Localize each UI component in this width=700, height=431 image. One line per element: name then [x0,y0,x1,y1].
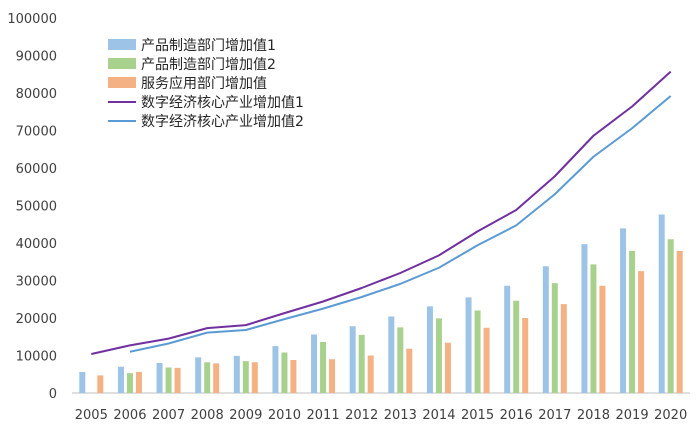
bar [242,361,249,393]
bar [156,363,163,393]
legend-label: 数字经济核心产业增加值1 [141,95,304,111]
series-line [129,95,672,353]
x-tick-label: 2015 [461,408,494,423]
legend-swatch [108,58,136,69]
x-tick-label: 2009 [229,408,262,423]
bar [551,283,558,393]
bar [329,359,336,393]
bar [444,342,451,393]
legend-swatch [108,77,136,88]
x-tick-label: 2019 [616,408,649,423]
x-tick-label: 2014 [422,408,455,423]
bar [79,372,86,393]
y-tick-label: 90000 [16,50,57,65]
bar [204,362,211,393]
x-tick-label: 2018 [577,408,610,423]
bar [581,244,588,393]
x-axis: 2005 2006 2007 2008 2009 2010 2011 2012 2013 2014… [72,392,690,423]
bar [483,327,490,393]
line-series-group [91,70,672,355]
bar [465,297,472,393]
y-tick-label: 30000 [16,275,57,290]
bar [397,327,404,393]
bar [97,375,104,393]
x-tick-label: 2010 [268,408,301,423]
bar [281,352,288,393]
bar [367,355,374,393]
bar [426,306,433,393]
bar [676,250,683,393]
legend-label: 产品制造部门增加值1 [141,38,276,54]
legend-swatch [108,39,136,50]
legend-label: 产品制造部门增加值2 [141,57,276,73]
bar [542,266,549,393]
y-tick-label: 20000 [16,312,57,327]
x-tick-label: 2005 [75,408,108,423]
bar [195,357,202,393]
bar [474,310,481,393]
bar [290,360,297,393]
bar [311,334,318,393]
x-tick-label: 2008 [191,408,224,423]
bar [560,304,567,393]
x-tick-label: 2011 [307,408,340,423]
bar [272,346,279,393]
bar [435,318,442,393]
bar [638,271,645,393]
legend-label: 服务应用部门增加值 [141,75,267,92]
bar [522,318,529,393]
y-tick-label: 60000 [16,162,57,177]
x-tick-label: 2016 [500,408,533,423]
bar [165,367,172,393]
legend-label: 数字经济核心产业增加值2 [141,114,304,130]
bar [349,326,356,393]
bar [320,342,327,393]
y-tick-label: 0 [49,387,57,402]
x-tick-label: 2006 [113,408,146,423]
bar [599,285,606,393]
x-tick-label: 2007 [152,408,185,423]
bar [406,348,413,393]
series-line [91,70,672,355]
bar [658,214,665,393]
bar [117,366,124,393]
bar [213,363,220,393]
x-tick-label: 2013 [384,408,417,423]
x-tick-label: 2020 [654,408,687,423]
bar [504,285,511,393]
x-tick-label: 2017 [538,408,571,423]
legend: 产品制造部门增加值1 产品制造部门增加值2 服务应用部门增加值数字经济核心产业增加值… [108,38,304,130]
y-tick-label: 70000 [16,125,57,140]
y-tick-label: 100000 [7,12,57,27]
bar [620,228,627,393]
bar [251,362,258,393]
y-tick-label: 50000 [16,200,57,215]
bar [590,264,597,393]
y-tick-label: 80000 [16,87,57,102]
bar [174,367,181,393]
bar [513,300,520,393]
bar [667,239,674,393]
bar-series-group [79,214,683,393]
x-tick-label: 2012 [345,408,378,423]
bar [388,316,395,393]
y-tick-label: 40000 [16,237,57,252]
bar [233,355,240,393]
bar [135,372,142,393]
bar [629,250,636,393]
y-axis: 0 10000 20000 30000 40000 50000 60000 70000 8000… [7,12,57,402]
bar [358,334,365,393]
bar [126,373,133,393]
y-tick-label: 10000 [16,350,57,365]
